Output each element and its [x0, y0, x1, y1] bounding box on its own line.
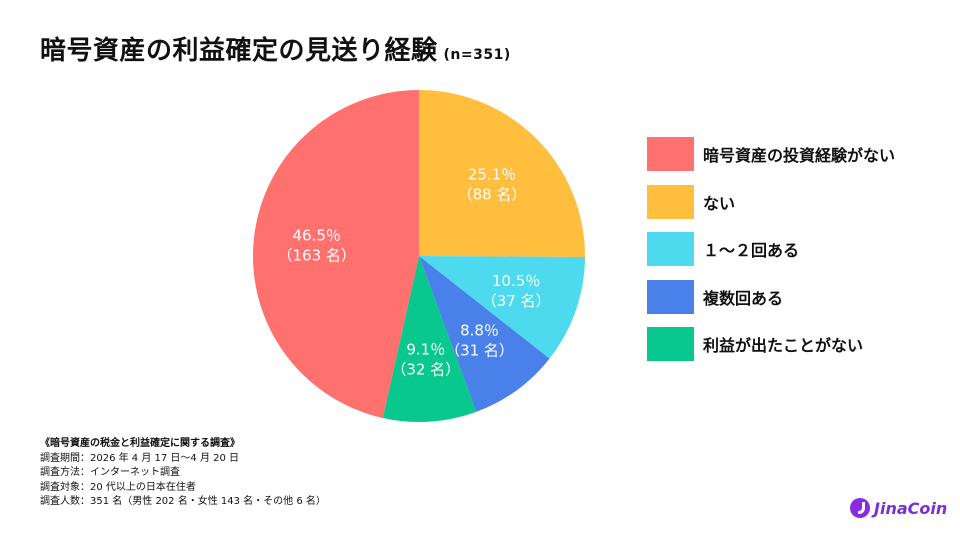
legend-label: 複数回ある — [703, 288, 784, 308]
sample-size: (n=351) — [443, 47, 511, 63]
pie-slice-1 — [419, 256, 585, 359]
legend-item-none: ない — [647, 184, 895, 219]
legend: 暗号資産の投資経験がない ない １～２回ある 複数回ある 利益が出たことがない — [647, 137, 895, 375]
pie-slice-3 — [382, 256, 477, 423]
pie-slice-4 — [252, 90, 419, 419]
survey-method: 調査方法：インターネット調査 — [40, 467, 180, 479]
slice-percent-label-1: 10.5％ — [492, 272, 540, 290]
slice-percent-label-2: 8.8％ — [460, 321, 499, 339]
legend-swatch — [647, 137, 694, 171]
slice-count-label-0: （88 名） — [458, 185, 527, 203]
slice-count-label-3: （32 名） — [391, 361, 460, 379]
legend-label: 利益が出たことがない — [703, 336, 864, 355]
pie-slice-0 — [419, 90, 585, 258]
legend-label: 暗号資産の投資経験がない — [703, 146, 896, 165]
brand-logo: JinaCoin — [850, 498, 947, 518]
legend-swatch — [647, 279, 694, 314]
survey-respondents: 調査人数：351 名（男性 202 名・女性 143 名・その他 6 名） — [40, 496, 326, 508]
legend-swatch — [647, 232, 694, 266]
survey-target: 調査対象：20 代以上の日本在住者 — [40, 481, 196, 493]
chart-title: 暗号資産の利益確定の見送り経験 (n=351) — [40, 30, 511, 67]
legend-swatch — [647, 327, 694, 361]
legend-label: ない — [703, 193, 736, 213]
slice-count-label-4: （163 名） — [277, 247, 355, 265]
slice-percent-label-0: 25.1％ — [468, 165, 516, 183]
slice-percent-label-4: 46.5％ — [292, 227, 340, 245]
legend-swatch — [647, 184, 694, 219]
legend-item-once-twice: １～２回ある — [647, 232, 895, 266]
legend-item-never-profit: 利益が出たことがない — [647, 327, 895, 361]
pie-slice-2 — [419, 256, 550, 412]
survey-notes-heading: 《暗号資産の税金と利益確定に関する調査》 — [40, 438, 240, 449]
legend-item-multiple: 複数回ある — [647, 279, 895, 314]
survey-notes: 《暗号資産の税金と利益確定に関する調査》 調査期間：2026 年 4 月 17 … — [40, 437, 326, 510]
legend-item-no-investment: 暗号資産の投資経験がない — [647, 137, 895, 171]
legend-label: １～２回ある — [703, 241, 800, 260]
logo-text: JinaCoin — [874, 498, 948, 518]
jinacoin-logo-icon — [850, 498, 870, 518]
chart-title-text: 暗号資産の利益確定の見送り経験 — [40, 36, 438, 66]
slice-count-label-1: （37 名） — [482, 292, 551, 310]
survey-period: 調査期間：2026 年 4 月 17 日～4 月 20 日 — [40, 452, 240, 464]
slice-percent-label-3: 9.1％ — [406, 341, 445, 359]
slice-count-label-2: （31 名） — [445, 341, 514, 359]
